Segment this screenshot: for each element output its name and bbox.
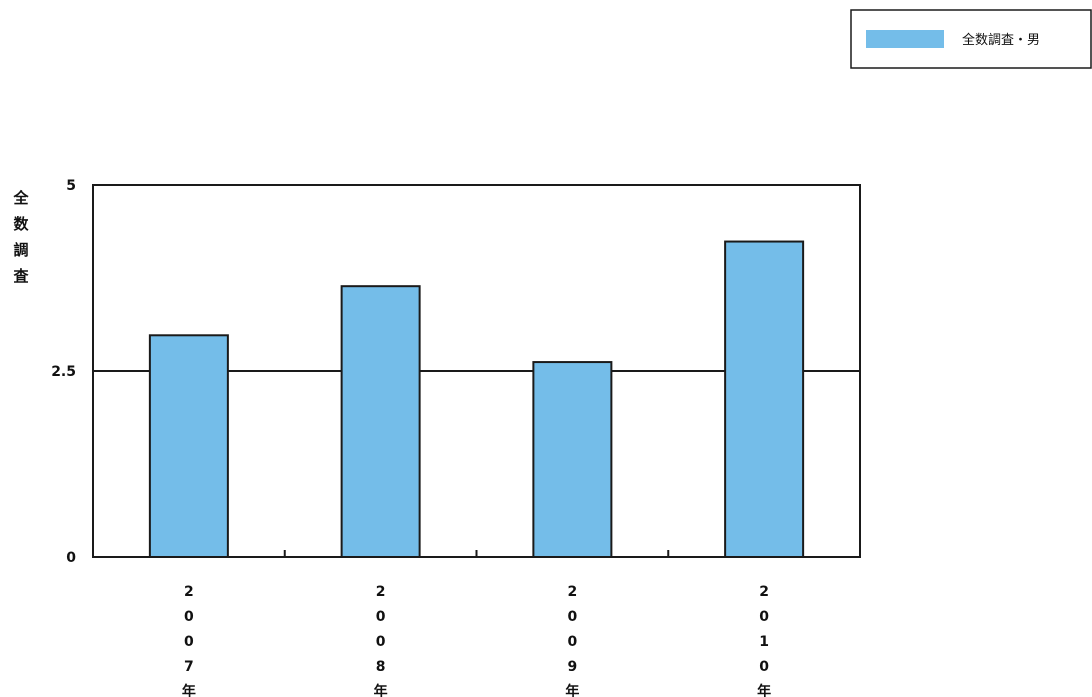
legend-swatch [866, 30, 944, 48]
y-axis-label: 全数調査 [12, 189, 29, 285]
legend: 全数調査・男 [850, 9, 1092, 69]
y-tick-label-1: 2.5 [51, 364, 76, 380]
y-tick-label-2: 5 [66, 178, 76, 194]
bar-1 [340, 285, 421, 558]
y-tick-label-0: 0 [66, 550, 76, 566]
x-ticks [283, 550, 670, 557]
bar-0 [148, 334, 229, 558]
bar-2 [532, 361, 613, 558]
legend-label: 全数調査・男 [962, 32, 1040, 48]
bars [148, 240, 805, 558]
x-tick-labels: 2 0 0 7 年 2 0 0 8 年 2 0 0 9 年 2 0 1 0 年 [182, 584, 771, 697]
y-axis-label-text: 全数調査 [12, 189, 29, 285]
y-tick-labels: 02.55 [51, 178, 76, 566]
bar-3 [724, 240, 805, 558]
